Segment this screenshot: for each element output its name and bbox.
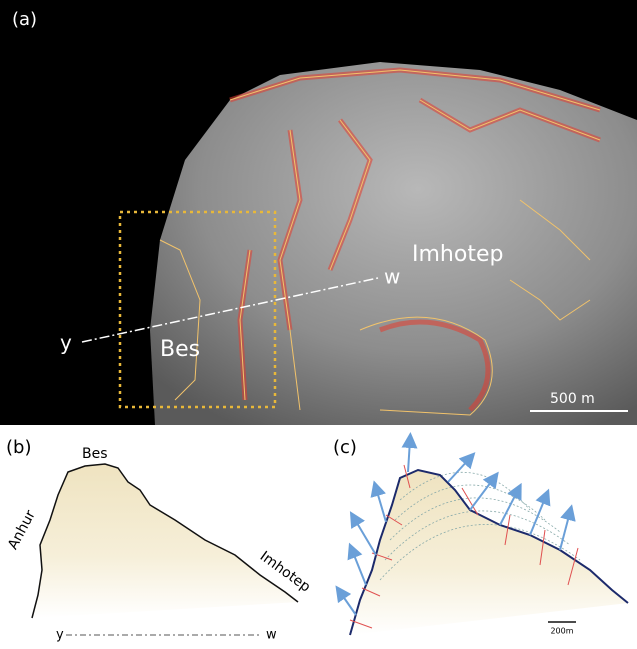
profile-start: y: [60, 331, 72, 355]
region-label: Imhotep: [412, 242, 503, 267]
strata-ticks: [349, 464, 579, 629]
zoom-box: [118, 210, 277, 409]
panel-a: (a) Imhotep Bes y w 500 m: [0, 0, 637, 425]
panel-label: (b): [6, 437, 31, 458]
panel-c: (c) 200m: [333, 432, 629, 636]
region-label: Bes: [160, 337, 200, 362]
scale-label: 500 m: [550, 391, 595, 407]
profile-start: y: [56, 628, 64, 643]
profile-end: w: [384, 265, 400, 289]
comet-surface: [150, 62, 637, 425]
profile-outline: [31, 463, 299, 619]
panel-label: (c): [333, 437, 357, 458]
normal-arrows: [335, 432, 576, 616]
profile-fill: [350, 470, 628, 635]
profile-end: w: [266, 628, 277, 643]
fracture-lines: [159, 69, 601, 416]
region-label: Anhur: [5, 508, 39, 553]
profile-line: [81, 277, 379, 343]
profile-fill: [32, 464, 298, 618]
scale-label: 200m: [550, 627, 573, 636]
panel-label: (a): [12, 9, 37, 30]
panel-b: (b) Bes Anhur Imhotep y w: [5, 437, 313, 643]
region-label: Bes: [82, 446, 108, 462]
